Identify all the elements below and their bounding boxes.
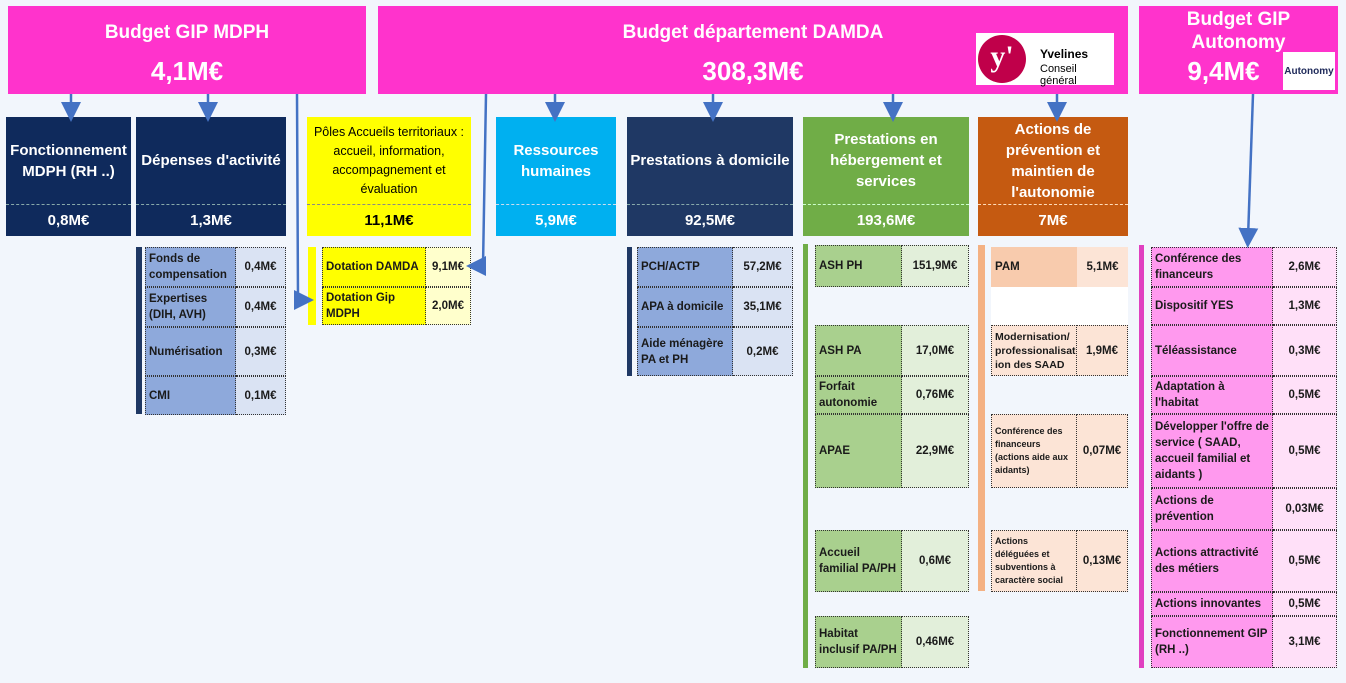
column-prevention-label: Actions de prévention et maintien de l'a… [978, 117, 1128, 204]
column-depenses-label: Dépenses d'activité [136, 117, 286, 204]
column-prevention-amount: 7M€ [978, 204, 1128, 236]
hebergement-item-value: 17,0M€ [902, 325, 969, 376]
prevention-item-label: Modernisation/ professionalisat ion des … [991, 325, 1077, 376]
prevention-item-value: 5,1M€ [1077, 247, 1128, 287]
hebergement-item-label: Habitat inclusif PA/PH [815, 616, 902, 668]
poles-item-label: Dotation DAMDA [322, 247, 426, 287]
prevention-item-label: Actions déléguées et subventions à carac… [991, 530, 1077, 592]
autonomy-item-value: 0,03M€ [1273, 488, 1337, 530]
header-gip-autonomy-title: Budget GIP Autonomy [1186, 9, 1291, 53]
arrow [294, 93, 314, 310]
domicile-item-label: APA à domicile [637, 287, 733, 327]
depenses-item-value: 0,4M€ [236, 247, 286, 287]
hebergement-item-label: ASH PH [815, 245, 902, 287]
hebergement-side-bar [803, 244, 808, 668]
autonomy-item-value: 0,5M€ [1273, 530, 1337, 592]
header-damda-amount: 308,3M€ [702, 56, 804, 86]
column-domicile-label: Prestations à domicile [627, 117, 793, 204]
autonomy-item-value: 3,1M€ [1273, 616, 1337, 668]
autonomy-item-label: Téléassistance [1151, 325, 1273, 376]
poles-side-bar [308, 247, 316, 325]
autonomy-item-label: Actions de prévention [1151, 488, 1273, 530]
hebergement-item-label: ASH PA [815, 325, 902, 376]
autonomy-item-value: 0,5M€ [1273, 376, 1337, 414]
yvelines-logo: y' Yvelines Conseil général [976, 33, 1114, 87]
hebergement-item-label: Forfait autonomie [815, 376, 902, 414]
column-rh-amount: 5,9M€ [496, 204, 616, 236]
prevention-item-value: 0,13M€ [1077, 530, 1128, 592]
domicile-item-value: 57,2M€ [733, 247, 793, 287]
autonomy-item-value: 0,3M€ [1273, 325, 1337, 376]
domicile-item-label: Aide ménagère PA et PH [637, 327, 733, 376]
column-rh-label: Ressources humaines [496, 117, 616, 204]
depenses-item-label: Numérisation [145, 327, 236, 376]
column-poles-amount: 11,1M€ [307, 204, 471, 236]
prevention-item-value: 1,9M€ [1077, 325, 1128, 376]
autonomy-item-value: 1,3M€ [1273, 287, 1337, 325]
prevention-side-bar [978, 245, 985, 591]
arrow [466, 93, 488, 276]
autonomy-item-label: Dispositif YES [1151, 287, 1273, 325]
column-hebergement-label: Prestations en hébergement et services [803, 117, 969, 204]
column-depenses-amount: 1,3M€ [136, 204, 286, 236]
hebergement-item-label: APAE [815, 414, 902, 488]
poles-item-value: 2,0M€ [426, 287, 471, 325]
autonomy-item-label: Actions innovantes [1151, 592, 1273, 616]
column-fonctionnement-amount: 0,8M€ [6, 204, 131, 236]
header-gip-autonomy-amount: 9,4M€ [1187, 56, 1260, 86]
autonomy-item-value: 2,6M€ [1273, 247, 1337, 287]
depenses-item-value: 0,1M€ [236, 376, 286, 415]
autonomy-item-value: 0,5M€ [1273, 414, 1337, 488]
hebergement-item-value: 151,9M€ [902, 245, 969, 287]
column-hebergement-amount: 193,6M€ [803, 204, 969, 236]
domicile-item-value: 35,1M€ [733, 287, 793, 327]
depenses-item-value: 0,3M€ [236, 327, 286, 376]
hebergement-item-label: Accueil familial PA/PH [815, 530, 902, 592]
autonomy-item-label: Fonctionnement GIP (RH ..) [1151, 616, 1273, 668]
depenses-item-label: Fonds de compensation [145, 247, 236, 287]
hebergement-item-value: 0,6M€ [902, 530, 969, 592]
depenses-side-bar [136, 247, 142, 414]
hebergement-item-value: 0,76M€ [902, 376, 969, 414]
depenses-item-value: 0,4M€ [236, 287, 286, 327]
domicile-item-value: 0,2M€ [733, 327, 793, 376]
header-damda-title: Budget département DAMDA [622, 22, 884, 43]
yvelines-logo-subtitle: Conseil général [1040, 63, 1077, 87]
header-gip-mdph-title: Budget GIP MDPH [104, 22, 270, 43]
autonomy-item-value: 0,5M€ [1273, 592, 1337, 616]
domicile-side-bar [627, 247, 632, 376]
autonomy-side-bar [1139, 245, 1144, 668]
arrow [1238, 93, 1259, 248]
yvelines-logo-name: Yvelines [1040, 47, 1089, 61]
prevention-item-label: Conférence des financeurs (actions aide … [991, 414, 1077, 488]
prevention-item-label: PAM [991, 247, 1077, 287]
column-domicile-amount: 92,5M€ [627, 204, 793, 236]
hebergement-item-value: 0,46M€ [902, 616, 969, 668]
hebergement-item-value: 22,9M€ [902, 414, 969, 488]
autonomy-logo: Autonomy [1283, 52, 1335, 90]
poles-item-label: Dotation Gip MDPH [322, 287, 426, 325]
autonomy-logo-text: Autonomy [1284, 65, 1334, 77]
depenses-item-label: CMI [145, 376, 236, 415]
prevention-item-value: 0,07M€ [1077, 414, 1128, 488]
prevention-spacer-block [991, 287, 1128, 325]
header-gip-mdph-amount: 4,1M€ [150, 56, 224, 86]
domicile-item-label: PCH/ACTP [637, 247, 733, 287]
autonomy-item-label: Conférence des financeurs [1151, 247, 1273, 287]
depenses-item-label: Expertises (DIH, AVH) [145, 287, 236, 327]
autonomy-item-label: Développer l'offre de service ( SAAD, ac… [1151, 414, 1273, 488]
autonomy-item-label: Actions attractivité des métiers [1151, 530, 1273, 592]
header-gip-mdph: Budget GIP MDPH 4,1M€ [8, 6, 366, 94]
column-fonctionnement-label: Fonctionnement MDPH (RH ..) [6, 117, 131, 204]
autonomy-item-label: Adaptation à l'habitat [1151, 376, 1273, 414]
column-poles-label: Pôles Accueils territoriaux : accueil, i… [307, 117, 471, 204]
